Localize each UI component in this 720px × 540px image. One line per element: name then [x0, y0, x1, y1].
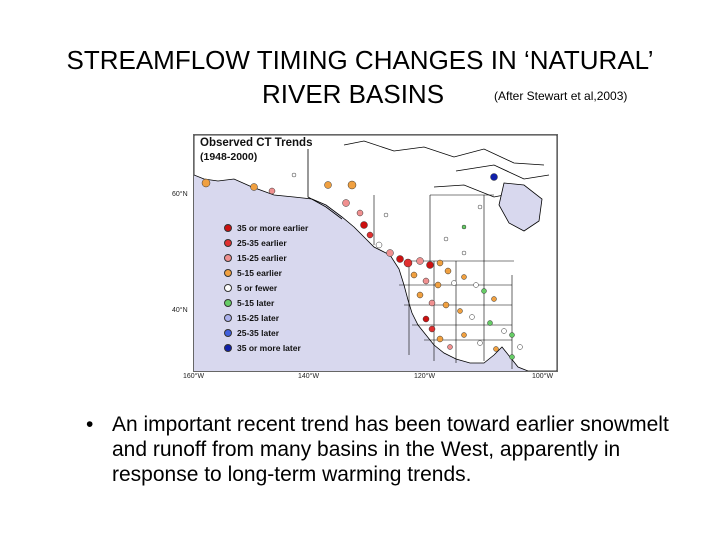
- legend-swatch: [224, 284, 232, 292]
- station-dot: [491, 296, 497, 302]
- station-dot: [461, 250, 467, 256]
- citation: (After Stewart et al,2003): [494, 89, 628, 103]
- legend-label: 5-15 later: [237, 298, 275, 308]
- station-dot: [396, 255, 404, 263]
- legend-swatch: [224, 329, 232, 337]
- legend-swatch: [224, 239, 232, 247]
- station-dot: [291, 172, 297, 178]
- alaska-border: [307, 149, 343, 220]
- legend-swatch: [224, 224, 232, 232]
- legend-item: 15-25 earlier: [224, 252, 287, 264]
- station-dot: [201, 178, 211, 188]
- map-canvas: [194, 135, 557, 371]
- station-dot: [410, 271, 418, 279]
- hudson-bay: [498, 182, 543, 232]
- station-dot: [457, 308, 463, 314]
- station-dot: [477, 204, 483, 210]
- station-dot: [487, 320, 493, 326]
- station-dots: [201, 172, 523, 360]
- legend-item: 25-35 later: [224, 327, 279, 339]
- legend-swatch: [224, 254, 232, 262]
- station-dot: [366, 231, 374, 239]
- legend-label: 15-25 earlier: [237, 253, 287, 263]
- station-dot: [461, 332, 467, 338]
- legend-label: 5-15 earlier: [237, 268, 282, 278]
- station-dot: [416, 257, 424, 265]
- legend-item: 35 or more earlier: [224, 222, 308, 234]
- latitude-label: 40°N: [172, 307, 188, 314]
- station-dot: [375, 241, 383, 249]
- station-dot: [442, 301, 450, 309]
- longitude-label: 100°W: [532, 373, 554, 380]
- station-dot: [461, 224, 467, 230]
- station-dot: [403, 258, 413, 268]
- station-dot: [422, 277, 430, 285]
- station-dot: [509, 332, 515, 338]
- station-dot: [447, 344, 453, 350]
- longitude-label: 160°W: [183, 373, 205, 380]
- legend-item: 35 or more later: [224, 342, 301, 354]
- legend-label: 15-25 later: [237, 313, 280, 323]
- station-dot: [493, 346, 499, 352]
- station-dot: [444, 267, 452, 275]
- legend-label: 35 or more earlier: [237, 223, 309, 233]
- legend-swatch: [224, 314, 232, 322]
- station-dot: [443, 236, 449, 242]
- station-dot: [509, 354, 515, 360]
- station-dot: [383, 212, 389, 218]
- station-dot: [268, 187, 276, 195]
- station-dot: [473, 282, 479, 288]
- map-subtitle: (1948-2000): [198, 151, 260, 163]
- legend-item: 15-25 later: [224, 312, 279, 324]
- station-dot: [356, 209, 364, 217]
- station-dot: [477, 340, 483, 346]
- longitude-label: 120°W: [414, 373, 436, 380]
- station-dot: [481, 288, 487, 294]
- legend-label: 5 or fewer: [237, 283, 278, 293]
- station-dot: [428, 299, 436, 307]
- land-north-america: [194, 135, 557, 371]
- station-dot: [490, 173, 498, 181]
- legend-item: 5-15 later: [224, 297, 274, 309]
- station-dot: [416, 291, 424, 299]
- station-dot: [501, 328, 507, 334]
- latitude-label: 60°N: [172, 191, 188, 198]
- legend-swatch: [224, 299, 232, 307]
- legend-swatch: [224, 269, 232, 277]
- station-dot: [436, 335, 444, 343]
- legend-label: 35 or more later: [237, 343, 301, 353]
- legend-label: 25-35 earlier: [237, 238, 287, 248]
- station-dot: [461, 274, 467, 280]
- legend-item: 5-15 earlier: [224, 267, 282, 279]
- station-dot: [436, 259, 444, 267]
- station-dot: [517, 344, 523, 350]
- map-title: Observed CT Trends: [198, 137, 315, 149]
- station-dot: [386, 249, 394, 257]
- legend-swatch: [224, 344, 232, 352]
- legend-item: 5 or fewer: [224, 282, 277, 294]
- station-dot: [360, 221, 368, 229]
- station-dot: [324, 181, 332, 189]
- bullet-symbol: •: [86, 413, 94, 436]
- longitude-label: 140°W: [298, 373, 320, 380]
- station-dot: [422, 315, 430, 323]
- station-dot: [250, 183, 258, 191]
- station-dot: [451, 280, 457, 286]
- slide-title-line-1: STREAMFLOW TIMING CHANGES IN ‘NATURAL’: [66, 45, 654, 75]
- canada-provinces: [373, 194, 514, 262]
- legend-label: 25-35 later: [237, 328, 280, 338]
- station-dot: [347, 180, 357, 190]
- station-dot: [434, 281, 442, 289]
- station-dot: [469, 314, 475, 320]
- legend-item: 25-35 earlier: [224, 237, 287, 249]
- bullet-text: An important recent trend has been towar…: [112, 413, 669, 486]
- station-dot: [342, 199, 350, 207]
- slide-title-line-2: RIVER BASINS: [262, 79, 445, 109]
- station-dot: [426, 261, 434, 269]
- trend-map: [193, 134, 558, 372]
- station-dot: [428, 325, 436, 333]
